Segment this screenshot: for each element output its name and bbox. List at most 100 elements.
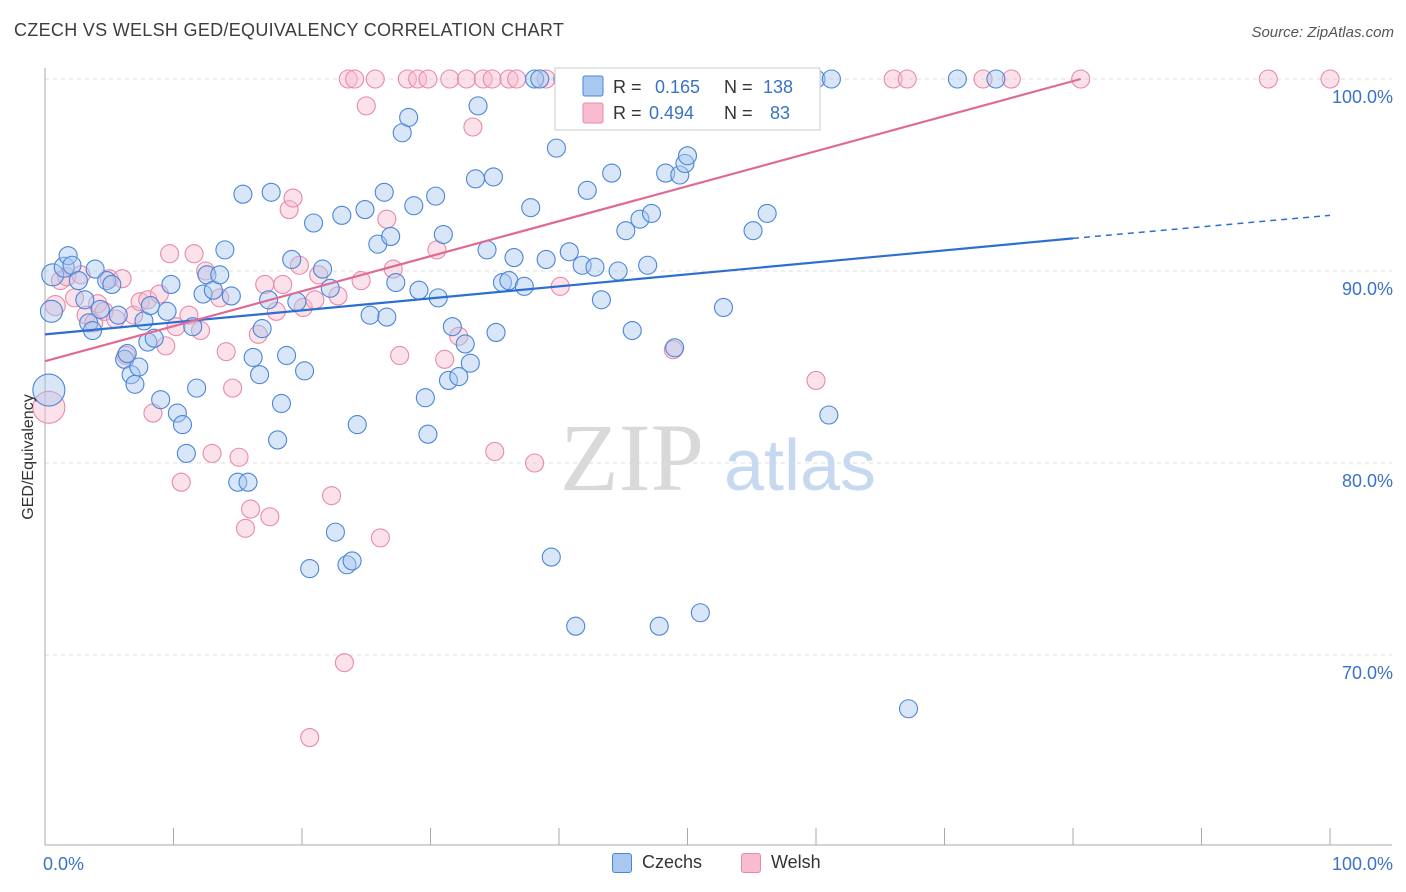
y-tick-labels: 70.0% 80.0% 90.0% 100.0% [1332, 87, 1393, 683]
czech-point-66 [381, 226, 401, 246]
czech-point-39 [233, 184, 253, 204]
welsh-point-66 [463, 117, 483, 137]
czech-point-1 [39, 299, 63, 323]
czech-point-93 [530, 69, 550, 89]
czech-point-54 [313, 259, 333, 279]
welsh-point-81 [806, 370, 826, 390]
czech-point-116 [677, 146, 698, 166]
legend-label-welsh: Welsh [771, 852, 821, 872]
chart-title: CZECH VS WELSH GED/EQUIVALENCY CORRELATI… [14, 20, 565, 40]
czech-points [32, 69, 1006, 719]
watermark: ZIP atlas [560, 404, 876, 511]
legend-swatch-czech [582, 75, 604, 97]
legend-n-label-welsh: N = [724, 103, 753, 123]
czech-point-57 [332, 205, 352, 225]
welsh-point-85 [1001, 69, 1021, 89]
welsh-point-59 [408, 69, 428, 89]
czech-point-72 [415, 388, 435, 408]
welsh-trend-line [44, 77, 1081, 363]
czech-point-41 [243, 347, 263, 367]
legend-r-label-czech: R = [613, 77, 642, 97]
welsh-point-55 [377, 209, 397, 229]
welsh-point-15 [130, 292, 150, 312]
czech-point-120 [757, 203, 777, 223]
czech-point-61 [355, 200, 375, 220]
czech-point-114 [670, 165, 690, 185]
czech-point-95 [541, 547, 561, 567]
welsh-point-34 [248, 324, 268, 344]
czech-point-40 [238, 472, 258, 492]
czech-point-18 [125, 374, 145, 394]
czech-point-122 [821, 69, 841, 89]
welsh-point-54 [370, 528, 390, 548]
y-tick-label-1: 80.0% [1342, 471, 1393, 491]
welsh-point-68 [482, 69, 502, 89]
welsh-point-12 [112, 269, 132, 289]
welsh-point-72 [525, 453, 545, 473]
legend-n-value-czech: 138 [763, 77, 793, 97]
czech-point-103 [591, 290, 611, 310]
czech-point-91 [521, 198, 541, 218]
welsh-point-30 [223, 378, 243, 398]
czech-point-105 [608, 261, 628, 281]
y-tick-label-2: 90.0% [1342, 279, 1393, 299]
czech-point-70 [404, 196, 424, 216]
czech-point-29 [176, 443, 196, 463]
welsh-point-46 [322, 486, 342, 506]
legend-swatch-czechs [612, 852, 632, 873]
welsh-point-44 [305, 290, 325, 310]
czech-point-19 [129, 357, 149, 377]
welsh-point-58 [397, 69, 417, 89]
welsh-point-22 [171, 472, 191, 492]
czech-point-99 [566, 616, 586, 636]
czech-point-49 [282, 249, 302, 270]
welsh-point-88 [1320, 69, 1340, 89]
czech-point-111 [649, 616, 669, 636]
series-legend-czechs: Czechs [612, 852, 702, 873]
trend-lines [44, 77, 1331, 363]
czech-point-76 [433, 224, 453, 245]
czech-point-31 [187, 378, 207, 398]
welsh-point-45 [309, 265, 329, 285]
watermark-atlas: atlas [724, 426, 876, 506]
czech-point-108 [630, 209, 650, 229]
czech-point-28 [172, 415, 193, 435]
czech-point-46 [268, 430, 288, 450]
czech-point-77 [438, 370, 459, 390]
czech-trend-line [44, 237, 1074, 336]
czech-point-43 [252, 319, 272, 339]
welsh-point-53 [365, 69, 385, 89]
czech-point-36 [215, 240, 235, 260]
welsh-point-49 [338, 69, 358, 89]
czech-point-64 [374, 182, 394, 202]
welsh-point-70 [499, 69, 519, 89]
welsh-point-71 [507, 69, 527, 89]
czech-point-90 [514, 276, 534, 296]
czech-point-58 [337, 555, 357, 575]
czech-point-3 [53, 256, 75, 278]
welsh-point-63 [440, 69, 460, 89]
czech-point-12 [97, 271, 117, 291]
y-axis-label: GED/Equivalency [20, 394, 37, 519]
czech-point-125 [947, 69, 967, 89]
welsh-point-60 [418, 69, 438, 89]
czech-point-74 [426, 186, 446, 206]
welsh-point-31 [229, 447, 249, 467]
czech-point-26 [161, 274, 181, 294]
czech-point-113 [665, 338, 685, 358]
axes [44, 68, 1392, 846]
welsh-point-65 [456, 69, 477, 89]
czech-point-2 [41, 263, 65, 287]
welsh-point-48 [334, 653, 354, 673]
czech-point-96 [546, 138, 566, 158]
czech-point-85 [483, 167, 504, 187]
czech-point-11 [90, 299, 110, 319]
legend-r-value-czech: 0.165 [655, 77, 700, 97]
legend-n-value-welsh: 83 [770, 103, 790, 123]
czech-point-48 [277, 345, 297, 366]
stats-legend: R = 0.165 N = 138 R = 0.494 N = 83 [554, 67, 821, 131]
czech-point-82 [465, 169, 486, 189]
czech-point-79 [449, 367, 469, 387]
y-tick-label-3: 100.0% [1332, 87, 1393, 107]
czech-point-13 [102, 274, 122, 294]
